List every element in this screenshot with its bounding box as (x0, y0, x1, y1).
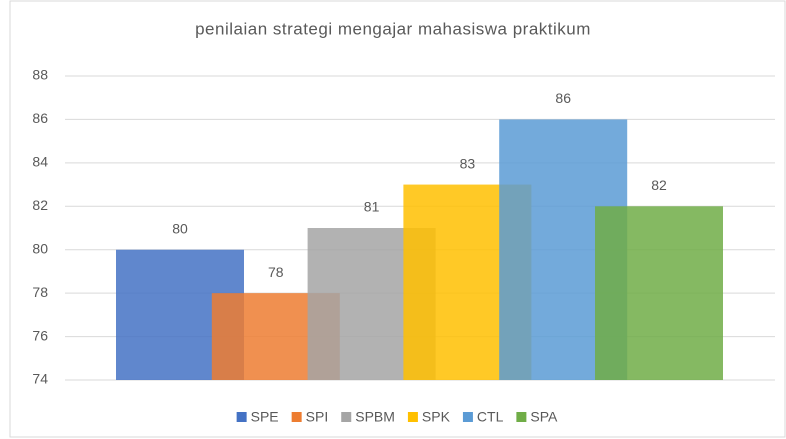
data-label: 80 (172, 220, 188, 236)
legend-swatch (516, 412, 527, 422)
legend-swatch (462, 412, 473, 422)
legend: SPE SPI SPBM SPK CTL SPA (236, 409, 558, 425)
bar (595, 206, 723, 380)
data-label: 82 (651, 177, 667, 193)
legend-swatch (341, 412, 352, 422)
y-tick-label: 78 (32, 284, 48, 300)
chart-title: penilaian strategi mengajar mahasiswa pr… (195, 19, 591, 38)
data-label: 81 (364, 199, 380, 215)
legend-label: SPK (422, 409, 451, 425)
data-label: 78 (268, 264, 284, 280)
y-tick-label: 82 (32, 197, 48, 213)
y-tick-label: 86 (32, 110, 48, 126)
y-tick-label: 74 (32, 371, 48, 387)
y-tick-label: 84 (32, 154, 48, 170)
data-label: 86 (555, 90, 571, 106)
legend-swatch (236, 412, 247, 422)
legend-label: SPBM (355, 409, 395, 425)
legend-swatch (291, 412, 302, 422)
y-tick-label: 80 (32, 240, 48, 256)
legend-label: SPA (530, 409, 558, 425)
y-tick-label: 88 (32, 67, 48, 83)
legend-label: SPI (306, 409, 329, 425)
legend-label: CTL (477, 409, 504, 425)
legend-label: SPE (251, 409, 279, 425)
legend-swatch (407, 412, 418, 422)
data-label: 83 (460, 155, 476, 171)
y-tick-label: 76 (32, 327, 48, 343)
